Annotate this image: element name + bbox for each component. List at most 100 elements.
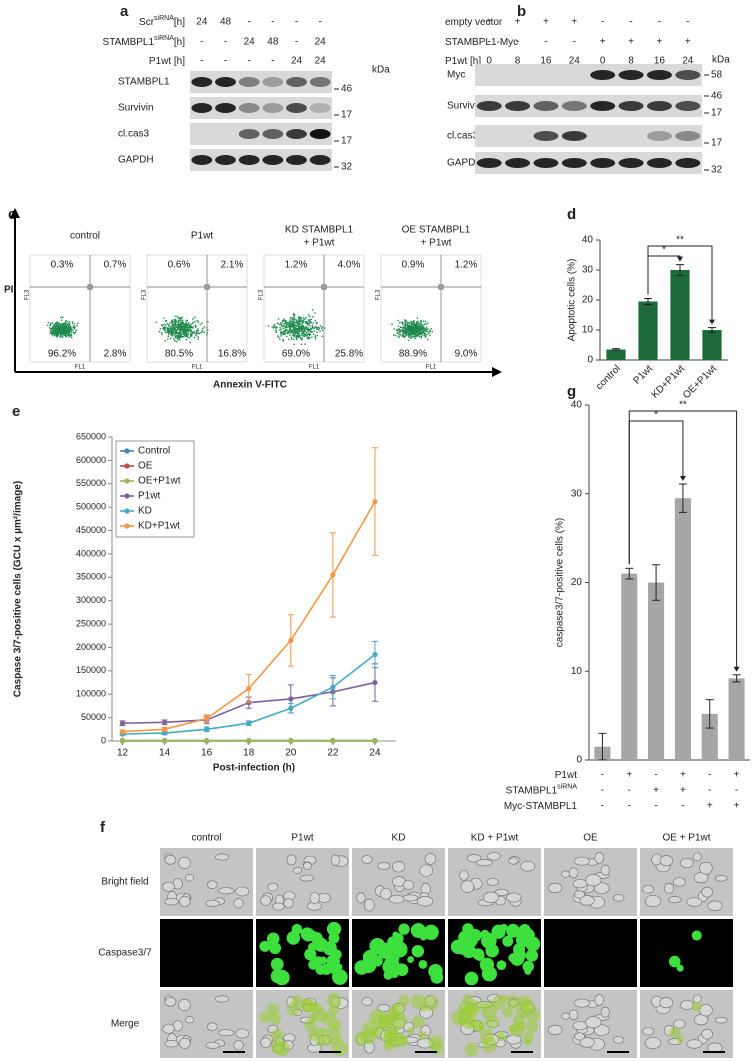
event-dot	[302, 327, 304, 330]
event-dot	[412, 321, 415, 323]
y-axis-title: Apoptotic cells (%)	[567, 259, 578, 342]
blot-band	[618, 158, 644, 168]
lane-cell: +	[657, 37, 663, 48]
event-dot	[312, 315, 314, 318]
event-dot	[420, 333, 423, 335]
lane-cell: 48	[220, 17, 232, 28]
event-dot	[189, 341, 191, 344]
caspase-signal	[259, 940, 271, 952]
event-dot	[187, 329, 190, 331]
event-dot	[421, 323, 423, 325]
event-dot	[412, 325, 414, 327]
event-dot	[64, 327, 66, 329]
event-dot	[175, 329, 178, 332]
merge-signal	[524, 1038, 532, 1046]
event-dot	[183, 330, 185, 333]
event-dot	[309, 325, 311, 327]
event-dot	[418, 333, 420, 335]
event-dot	[309, 315, 311, 318]
merge-signal	[411, 1015, 425, 1029]
event-dot	[316, 331, 318, 333]
event-dot	[298, 325, 300, 328]
event-dot	[425, 335, 427, 337]
lane-cell: -	[200, 37, 203, 48]
merge-signal	[491, 995, 506, 1010]
event-dot	[398, 328, 400, 330]
event-dot	[294, 327, 296, 330]
cell	[680, 857, 694, 869]
blot-band	[238, 155, 260, 165]
event-dot	[189, 327, 191, 329]
event-dot	[405, 327, 407, 330]
merge-signal	[328, 1003, 340, 1015]
event-dot	[411, 329, 413, 332]
event-dot	[171, 328, 173, 330]
lane-cell: 24	[244, 37, 256, 48]
y-tick-label: 650000	[76, 431, 106, 441]
event-dot	[409, 332, 412, 334]
event-dot	[171, 320, 173, 322]
event-dot	[414, 331, 416, 334]
event-dot	[427, 338, 429, 341]
event-dot	[55, 334, 58, 336]
event-dot	[188, 322, 190, 324]
caspase-signal	[308, 942, 317, 952]
cell	[612, 894, 625, 902]
event-dot	[289, 324, 291, 326]
event-dot	[179, 327, 181, 330]
event-dot	[407, 324, 410, 327]
event-dot	[308, 332, 310, 334]
event-dot	[189, 326, 191, 328]
event-dot	[54, 323, 56, 326]
event-dot	[179, 329, 181, 331]
event-dot	[52, 330, 55, 333]
event-dot	[66, 324, 69, 326]
event-dot	[293, 315, 295, 317]
event-dot	[299, 337, 302, 340]
event-dot	[279, 323, 281, 326]
channel-label: FL1	[426, 365, 437, 371]
event-dot	[404, 325, 407, 328]
x-tick-label: 14	[159, 748, 171, 759]
merge-signal	[395, 1034, 409, 1048]
event-dot	[288, 325, 290, 327]
event-dot	[282, 340, 285, 342]
caspase-signal	[328, 932, 340, 944]
blot-strip	[475, 152, 702, 174]
event-dot	[306, 327, 309, 329]
event-dot	[179, 333, 181, 335]
superscript: siRNA	[154, 35, 174, 42]
cell	[207, 1022, 218, 1032]
event-dot	[411, 336, 413, 338]
event-dot	[181, 326, 183, 328]
event-dot	[397, 335, 399, 337]
event-dot	[307, 322, 309, 325]
event-dot	[62, 328, 65, 331]
event-dot	[54, 333, 56, 336]
event-dot	[50, 328, 52, 330]
event-dot	[177, 321, 179, 323]
event-dot	[296, 322, 298, 324]
cell	[293, 866, 303, 874]
blot-band	[215, 155, 236, 165]
significance-label: *	[662, 245, 666, 256]
event-dot	[410, 321, 413, 324]
cell	[299, 874, 315, 882]
event-dot	[304, 328, 306, 331]
legend-marker	[124, 463, 130, 469]
channel-label: FL3	[25, 289, 31, 300]
event-dot	[412, 327, 414, 330]
event-dot	[410, 324, 412, 326]
event-dot	[172, 323, 175, 325]
event-dot	[53, 323, 55, 326]
event-dot	[73, 326, 75, 328]
caspase-signal	[407, 956, 415, 963]
event-dot	[310, 318, 313, 321]
event-dot	[176, 337, 179, 340]
event-dot	[289, 317, 292, 319]
event-dot	[276, 326, 278, 329]
label-text: Myc-STAMBPL1	[504, 801, 578, 812]
event-dot	[47, 321, 50, 324]
lane-cell: -	[247, 56, 250, 67]
